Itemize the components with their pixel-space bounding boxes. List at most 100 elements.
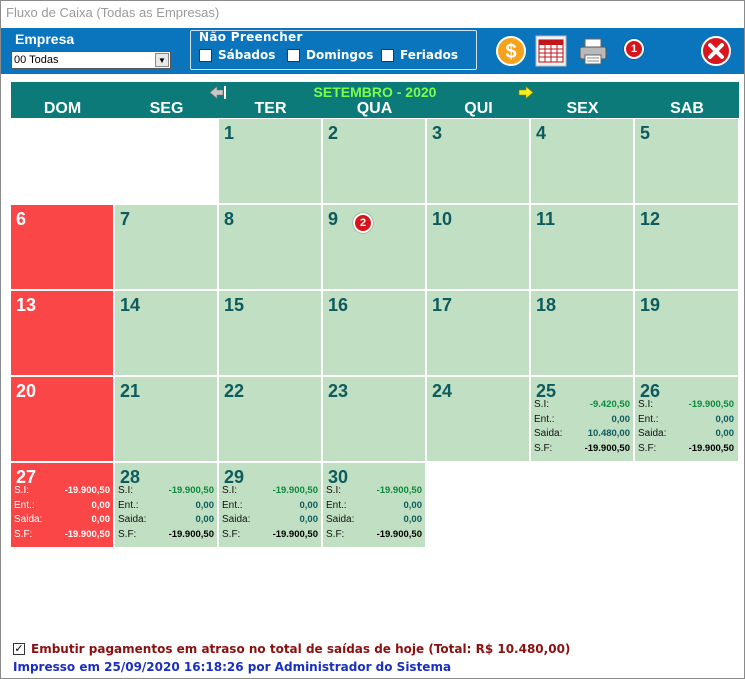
day-number: 2 [328, 123, 339, 143]
day-number: 20 [16, 381, 37, 401]
printer-icon[interactable] [577, 35, 609, 67]
weekday-sex: SEX [566, 100, 599, 117]
day-cell-22[interactable]: 22 [219, 377, 322, 462]
day-cell-20[interactable]: 20 [11, 377, 114, 462]
day-number: 21 [120, 381, 141, 401]
weekday-sab: SAB [670, 100, 704, 117]
saida-label: Saida: [14, 514, 43, 525]
sf-label: S.F: [222, 528, 241, 540]
day-number: 4 [536, 123, 547, 143]
si-label: S.I: [326, 485, 342, 496]
day-number: 19 [640, 295, 661, 315]
nao-preencher-label: Não Preencher [199, 30, 303, 44]
saida-value: 0,00 [195, 514, 215, 525]
day-cell-4[interactable]: 4 [531, 119, 634, 204]
weekday-ter: TER [254, 100, 287, 117]
day-number: 3 [432, 123, 443, 143]
day-number: 8 [224, 209, 235, 229]
day-cell-26[interactable]: 26 S.I: -19.900,50 Ent.: 0,00 Saida: 0,00 S… [635, 377, 739, 462]
arrow-left-icon[interactable] [209, 85, 227, 100]
day-number: 26 [640, 381, 661, 401]
day-cell-3[interactable]: 3 [427, 119, 530, 204]
chevron-down-icon[interactable]: ▼ [155, 53, 169, 67]
day-cell-2[interactable]: 2 [323, 119, 426, 204]
day-summary: S.I: -19.900,50 Ent.: 0,00 Saida: 0,00 S.F:… [118, 484, 214, 542]
callout-badge-1: 1 [624, 39, 644, 59]
day-number: 25 [536, 381, 557, 401]
sf-label: S.F: [118, 528, 137, 540]
embutir-checkbox[interactable]: ✓ [13, 642, 25, 655]
domingos-label: Domingos [306, 48, 374, 62]
nao-preencher-group: Não Preencher Sábados Domingos Feriados [190, 30, 477, 70]
saida-label: Saida: [222, 514, 251, 525]
day-cell-5[interactable]: 5 [635, 119, 739, 204]
empresa-select[interactable]: 00 Todas ▼ [11, 51, 171, 69]
domingos-checkbox[interactable]: Domingos [287, 48, 373, 62]
day-cell-24[interactable]: 24 [427, 377, 530, 462]
day-cell-10[interactable]: 10 [427, 205, 530, 290]
checkbox-box[interactable] [287, 48, 300, 62]
saida-label: Saida: [326, 514, 355, 525]
embutir-checkbox-row[interactable]: ✓ Embutir pagamentos em atraso no total … [13, 642, 570, 656]
sabados-checkbox[interactable]: Sábados [199, 48, 275, 62]
ent-value: 0,00 [299, 499, 319, 511]
sf-value: -19.900,50 [64, 528, 110, 540]
day-cell-25[interactable]: 25 S.I: -9.420,50 Ent.: 0,00 Saida: 10.480,… [531, 377, 634, 462]
month-title: SETEMBRO - 2020 [313, 84, 437, 100]
si-label: S.I: [534, 399, 550, 410]
day-cell-15[interactable]: 15 [219, 291, 322, 376]
day-number: 23 [328, 381, 349, 401]
ent-label: Ent.: [14, 499, 35, 511]
day-cell-6[interactable]: 6 [11, 205, 114, 290]
day-number: 7 [120, 209, 131, 229]
si-label: S.I: [14, 485, 30, 496]
feriados-checkbox[interactable]: Feriados [381, 48, 458, 62]
day-number: 16 [328, 295, 349, 315]
day-number: 11 [536, 209, 556, 229]
day-number: 10 [432, 209, 453, 229]
saida-label: Saida: [118, 514, 147, 525]
dollar-icon[interactable]: $ [495, 35, 527, 67]
day-number: 1 [224, 123, 235, 143]
day-cell-28[interactable]: 28 S.I: -19.900,50 Ent.: 0,00 Saida: 0,00 S… [115, 463, 218, 548]
ent-value: 0,00 [715, 413, 735, 425]
ent-value: 0,00 [91, 499, 111, 511]
day-number: 22 [224, 381, 245, 401]
day-number: 5 [640, 123, 651, 143]
day-cell-14[interactable]: 14 [115, 291, 218, 376]
day-cell-7[interactable]: 7 [115, 205, 218, 290]
checkbox-box[interactable] [199, 48, 212, 62]
calendar-grid: 1 2 3 4 5 6 7 8 9 2 10 11 12 13 14 15 16… [11, 119, 739, 549]
day-cell-11[interactable]: 11 [531, 205, 634, 290]
calendar-grid-icon[interactable] [535, 35, 567, 67]
day-number: 9 [328, 209, 339, 229]
si-value: -19.900,50 [168, 485, 214, 496]
sf-value: -19.900,50 [376, 528, 422, 540]
arrow-right-icon[interactable] [517, 85, 535, 100]
day-cell-19[interactable]: 19 [635, 291, 739, 376]
ent-value: 0,00 [195, 499, 215, 511]
day-cell-27[interactable]: 27 S.I: -19.900,50 Ent.: 0,00 Saida: 0,00 S… [11, 463, 114, 548]
saida-label: Saida: [534, 428, 563, 439]
checkbox-box[interactable] [381, 48, 394, 62]
ent-label: Ent.: [118, 499, 139, 511]
title-bar: Fluxo de Caixa (Todas as Empresas) [1, 1, 744, 27]
day-cell-23[interactable]: 23 [323, 377, 426, 462]
day-cell-13[interactable]: 13 [11, 291, 114, 376]
day-cell-12[interactable]: 12 [635, 205, 739, 290]
day-cell-8[interactable]: 8 [219, 205, 322, 290]
day-number: 15 [224, 295, 245, 315]
day-cell-29[interactable]: 29 S.I: -19.900,50 Ent.: 0,00 Saida: 0,00 S… [219, 463, 322, 548]
day-cell-17[interactable]: 17 [427, 291, 530, 376]
day-cell-18[interactable]: 18 [531, 291, 634, 376]
printed-info: Impresso em 25/09/2020 16:18:26 por Admi… [13, 660, 452, 674]
day-cell-1[interactable]: 1 [219, 119, 322, 204]
day-cell-21[interactable]: 21 [115, 377, 218, 462]
day-cell-9[interactable]: 9 2 [323, 205, 426, 290]
calendar-empty-cell [11, 119, 219, 204]
day-cell-16[interactable]: 16 [323, 291, 426, 376]
saida-value: 0,00 [403, 514, 423, 525]
day-cell-30[interactable]: 30 S.I: -19.900,50 Ent.: 0,00 Saida: 0,00 S… [323, 463, 426, 548]
close-icon[interactable] [700, 35, 732, 67]
